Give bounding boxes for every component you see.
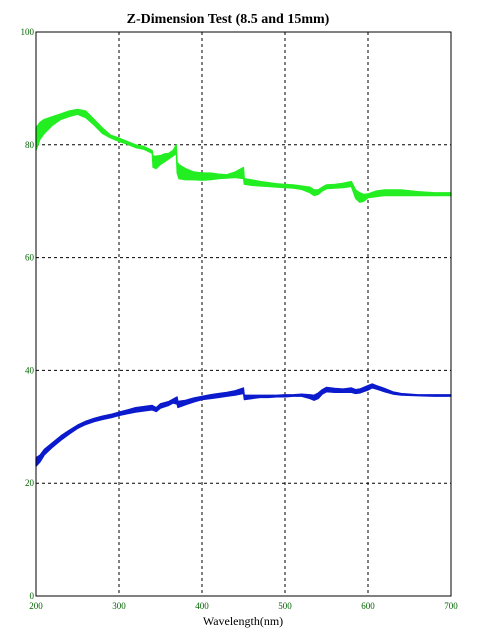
x-tick-label-700: 700 <box>444 601 458 611</box>
x-tick-label-500: 500 <box>278 601 292 611</box>
chart-title: Z-Dimension Test (8.5 and 15mm) <box>127 12 330 27</box>
y-tick-labels: 0 20 40 60 80 100 <box>21 27 35 601</box>
x-tick-label-600: 600 <box>361 601 375 611</box>
x-tick-label-300: 300 <box>112 601 126 611</box>
y-tick-label-100: 100 <box>21 27 35 37</box>
y-tick-label-40: 40 <box>25 365 35 375</box>
y-tick-label-60: 60 <box>25 253 35 263</box>
grid-lines <box>36 32 451 596</box>
x-axis-label: Wavelength(nm) <box>203 614 283 628</box>
y-tick-label-20: 20 <box>25 478 35 488</box>
x-tick-label-400: 400 <box>195 601 209 611</box>
y-tick-label-80: 80 <box>25 140 35 150</box>
y-tick-label-0: 0 <box>30 591 35 601</box>
plot-frame <box>35 31 452 597</box>
x-tick-label-200: 200 <box>29 601 43 611</box>
x-tick-labels: 200 300 400 500 600 700 <box>29 601 458 611</box>
